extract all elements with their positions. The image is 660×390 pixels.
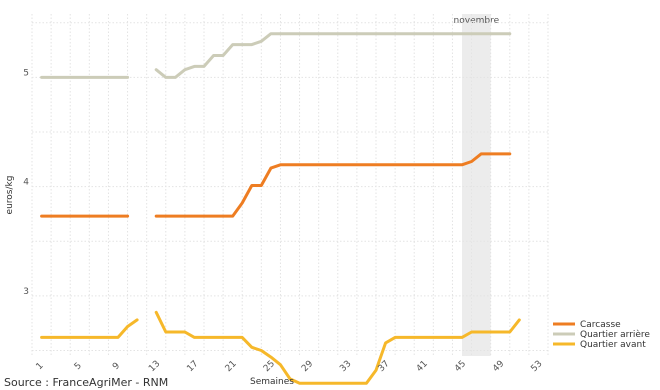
- x-tick-label: 41: [415, 359, 430, 374]
- y-tick-labels: 3 4 5: [23, 68, 29, 297]
- x-tick-label: 9: [111, 361, 122, 372]
- legend-label: Quartier avant: [580, 340, 646, 350]
- x-tick-label: 21: [224, 359, 239, 374]
- x-tick-labels: 1 5 9 13 17 21 25 29 33 37 41 45 49 53: [35, 359, 545, 374]
- x-tick-label: 13: [147, 359, 162, 374]
- x-tick-label: 1: [35, 361, 46, 372]
- november-label: novembre: [454, 16, 500, 26]
- grid: [31, 14, 549, 356]
- series-lines: [40, 32, 521, 385]
- legend-label: Quartier arrière: [580, 329, 650, 340]
- series-line-carcasse: [154, 152, 512, 218]
- y-tick-label: 4: [23, 178, 29, 188]
- x-tick-label: 45: [453, 359, 468, 374]
- y-tick-label: 5: [23, 68, 29, 78]
- series-line-quartier-arri-re: [154, 32, 512, 79]
- november-highlight-band: novembre: [454, 14, 500, 356]
- y-tick-label: 3: [23, 287, 29, 297]
- y-axis-label: euros/kg: [5, 176, 15, 215]
- x-tick-label: 49: [491, 359, 506, 374]
- november-band: [462, 14, 491, 356]
- x-tick-label: 53: [529, 359, 544, 374]
- source-caption: Source : FranceAgriMer - RNM: [4, 376, 169, 389]
- x-tick-label: 29: [300, 359, 315, 374]
- legend-label: Carcasse: [580, 320, 621, 330]
- x-tick-label: 5: [73, 361, 84, 372]
- x-tick-label: 17: [185, 359, 200, 374]
- x-tick-label: 33: [338, 359, 353, 374]
- x-axis-label: Semaines: [250, 377, 294, 387]
- series-line-quartier-avant: [154, 310, 521, 385]
- series-line-quartier-avant: [40, 318, 139, 339]
